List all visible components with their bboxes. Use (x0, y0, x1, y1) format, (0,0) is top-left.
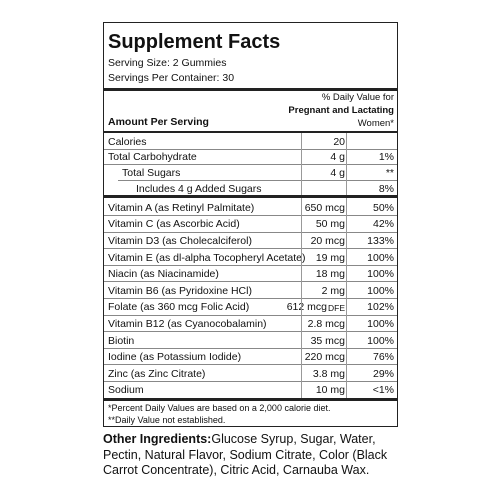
row-dv: 100% (367, 284, 394, 297)
serving-size: Serving Size: 2 Gummies (108, 57, 227, 69)
row-name: Calories (108, 135, 147, 148)
dv-heading: Pregnant and Lactating (288, 105, 394, 116)
amount-heading: Amount Per Serving (108, 116, 209, 128)
row-amount: 20 (333, 135, 345, 148)
row-name: Sodium (108, 384, 144, 397)
row-name: Iodine (as Potassium Iodide) (108, 351, 242, 364)
row-note: DFE (328, 303, 345, 314)
row-amount: 35 mcg (310, 334, 345, 347)
row-rule (104, 364, 397, 366)
row-rule (104, 298, 397, 299)
row-dv: 100% (367, 334, 394, 347)
row-rule (104, 347, 397, 349)
row-rule (104, 281, 397, 283)
row-dv: 76% (372, 351, 394, 364)
row-name: Zinc (as Zinc Citrate) (108, 367, 206, 380)
row-rule (104, 248, 397, 250)
row-amount: 50 mg (315, 218, 345, 231)
row-amount: 4 g (330, 151, 345, 164)
row-dv: 100% (367, 268, 394, 281)
row-dv: 100% (367, 251, 394, 264)
row-name: Vitamin B12 (as Cyanocobalamin) (108, 317, 267, 330)
row-amount: 10 mg (315, 384, 345, 397)
footnote: **Daily Value not established. (108, 415, 226, 425)
row-amount: 3.8 mg (312, 367, 345, 380)
row-amount: 650 mcg (304, 201, 345, 214)
rule (104, 131, 397, 133)
row-dv: ** (385, 167, 394, 179)
row-amount: 2.8 mcg (307, 317, 345, 330)
row-name: Includes 4 g Added Sugars (136, 182, 262, 195)
row-name: Vitamin B6 (as Pyridoxine HCl) (108, 284, 252, 297)
dv-heading: Women* (357, 118, 394, 129)
rule (104, 195, 397, 199)
row-name: Total Sugars (122, 167, 181, 179)
row-rule (104, 231, 397, 233)
row-rule (118, 179, 397, 181)
row-amount: 220 mcg (304, 351, 345, 364)
rule (104, 88, 397, 91)
row-name: Vitamin A (as Retinyl Palmitate) (108, 201, 255, 214)
column-rule (301, 198, 302, 398)
other-ingredients-label: Other Ingredients: (103, 432, 212, 446)
row-amount: 4 g (330, 167, 345, 179)
row-rule (104, 215, 397, 216)
row-amount: 2 mg (321, 284, 345, 297)
row-name: Vitamin D3 (as Cholecalciferol) (108, 234, 252, 247)
other-ingredients: Other Ingredients:Glucose Syrup, Sugar, … (103, 432, 393, 479)
rule (104, 397, 397, 401)
row-amount: 18 mg (315, 268, 345, 281)
row-amount: 20 mcg (310, 234, 345, 247)
row-name: Niacin (as Niacinamide) (108, 268, 219, 281)
row-rule (104, 314, 397, 316)
row-dv: 8% (378, 182, 394, 195)
footnote: *Percent Daily Values are based on a 2,0… (108, 403, 331, 413)
servings-per-container: Servings Per Container: 30 (108, 72, 235, 84)
row-rule (104, 264, 397, 266)
row-dv: 50% (372, 201, 394, 214)
title: Supplement Facts (108, 31, 281, 53)
row-amount: 612 mcg (286, 301, 327, 314)
row-dv: 42% (372, 218, 394, 231)
row-name: Biotin (108, 334, 135, 347)
row-rule (104, 381, 397, 382)
row-name: Vitamin C (as Ascorbic Acid) (108, 218, 240, 231)
row-dv: <1% (372, 384, 394, 397)
row-rule (104, 164, 397, 166)
row-name: Total Carbohydrate (108, 151, 197, 164)
column-rule (346, 133, 347, 196)
other-ingredients-text: Glucose Syrup, Sugar, Water, Pectin, Nat… (103, 432, 388, 477)
row-name: Vitamin E (as dl-alpha Tocopheryl Acetat… (108, 251, 306, 264)
row-dv: 133% (367, 234, 394, 247)
row-name: Folate (as 360 mcg Folic Acid) (108, 301, 250, 314)
column-rule (346, 198, 347, 398)
label-box (103, 22, 398, 427)
row-dv: 1% (378, 151, 394, 164)
row-rule (104, 148, 397, 150)
row-dv: 29% (372, 367, 394, 380)
column-rule (301, 133, 302, 196)
row-rule (104, 331, 397, 333)
row-dv: 100% (367, 317, 394, 330)
row-amount: 19 mg (315, 251, 345, 264)
dv-heading: % Daily Value for (321, 92, 394, 103)
row-dv: 102% (367, 301, 394, 314)
